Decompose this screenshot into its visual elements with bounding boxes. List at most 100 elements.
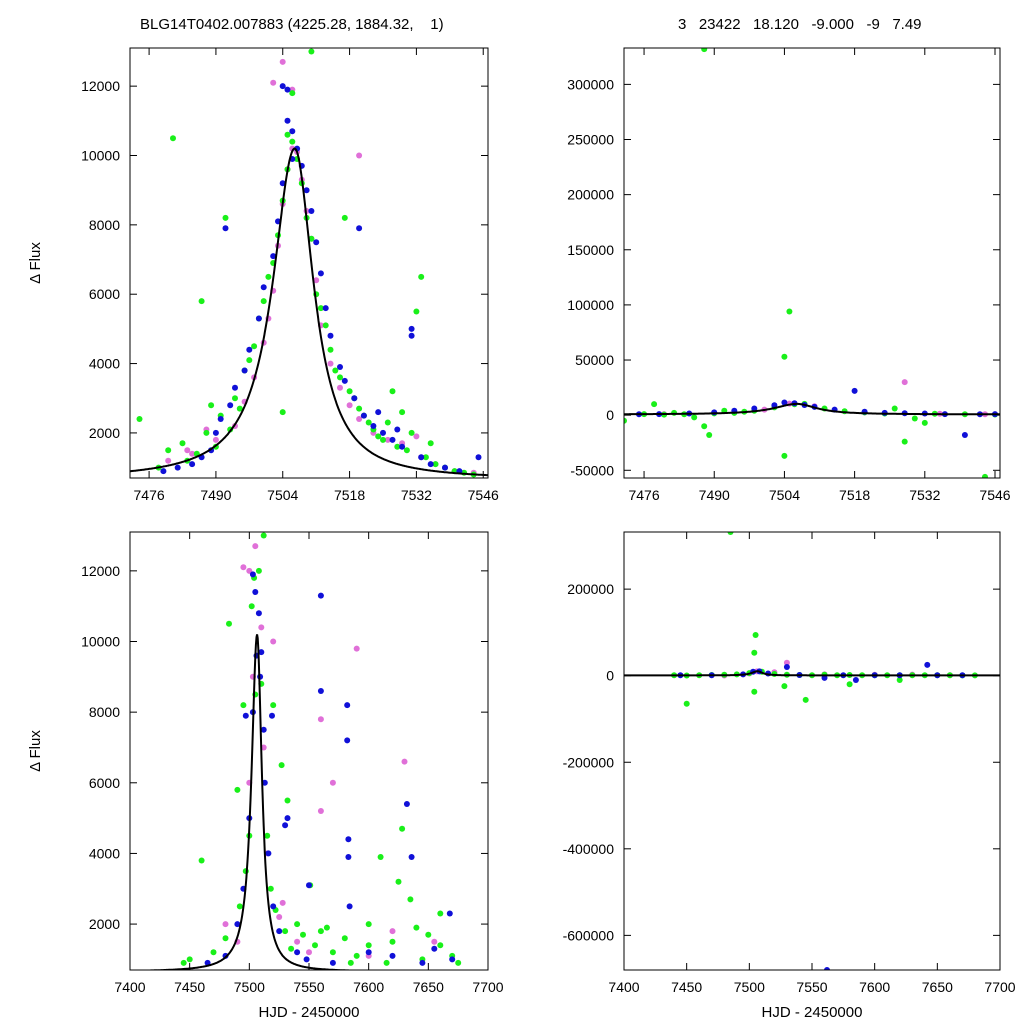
data-point-blue	[261, 779, 268, 786]
data-point-blue	[824, 967, 830, 970]
data-point-green	[251, 343, 258, 350]
y-tick-label: 0	[606, 668, 614, 684]
data-point-blue	[345, 836, 352, 843]
data-point-green	[389, 938, 396, 945]
data-point-green	[198, 857, 205, 864]
data-point-blue	[427, 461, 434, 468]
data-point-green	[437, 942, 444, 949]
data-points	[624, 532, 1000, 970]
data-point-blue	[380, 429, 386, 436]
data-point-green	[727, 532, 734, 535]
x-tick-label: 7700	[984, 979, 1015, 995]
data-point-green	[322, 322, 329, 329]
x-tick-label: 7450	[174, 979, 205, 995]
panel-top-right: 7476 7490 7504 7518 7532 7546 -50000 0 50000 1000…	[567, 47, 1011, 503]
data-point-green	[289, 90, 296, 97]
data-point-green	[911, 415, 918, 422]
data-point-blue	[227, 402, 234, 409]
data-point-magenta	[313, 277, 320, 284]
data-point-green	[341, 935, 348, 942]
data-point-green	[341, 214, 348, 221]
x-tick-label: 7550	[293, 979, 324, 995]
y-tick-label: 300000	[567, 76, 614, 92]
data-point-blue	[337, 364, 343, 370]
data-point-blue	[232, 384, 238, 391]
data-point-green	[921, 419, 928, 426]
data-point-blue	[394, 426, 401, 433]
plot-frame	[129, 47, 489, 479]
data-point-blue	[284, 815, 291, 822]
data-point-magenta	[165, 457, 172, 464]
data-point-blue	[322, 305, 329, 312]
data-point-green	[455, 959, 462, 966]
y-tick-label: 12000	[81, 563, 120, 579]
data-point-green	[180, 959, 187, 966]
y-tick-label: 0	[606, 407, 614, 423]
data-point-green	[255, 567, 262, 574]
x-tick-label: 7450	[671, 979, 702, 995]
data-point-green	[198, 298, 205, 305]
data-point-magenta	[317, 716, 324, 723]
data-point-blue	[308, 208, 315, 214]
x-tick-label: 7504	[267, 487, 298, 503]
data-point-blue	[341, 377, 348, 384]
data-point-green	[408, 429, 415, 436]
data-point-blue	[276, 928, 283, 935]
data-point-green	[234, 786, 241, 793]
y-tick-label: 4000	[89, 845, 120, 861]
data-point-green	[413, 308, 420, 315]
data-point-green	[701, 48, 708, 53]
data-point-green	[752, 632, 759, 638]
y-tick-label: 2000	[89, 425, 120, 441]
data-point-green	[282, 928, 289, 935]
data-point-green	[264, 832, 271, 839]
data-point-green	[418, 273, 425, 280]
data-point-blue	[189, 461, 196, 468]
data-point-magenta	[279, 58, 286, 65]
header-right-text: 3 23422 18.120 -9.000 -9 7.49	[678, 16, 922, 33]
data-point-green	[751, 649, 758, 656]
data-point-green	[383, 959, 390, 966]
data-point-blue	[282, 822, 289, 829]
data-point-blue	[303, 956, 310, 963]
data-point-green	[395, 878, 402, 885]
x-tick-label: 7400	[114, 979, 145, 995]
data-point-blue	[475, 454, 482, 461]
data-point-green	[294, 921, 301, 928]
y-tick-label: -50000	[570, 462, 614, 478]
data-point-green	[399, 825, 406, 832]
y-tick-label: 150000	[567, 242, 614, 258]
y-tick-label: -400000	[563, 841, 615, 857]
data-point-green	[170, 135, 176, 142]
data-point-blue	[351, 395, 358, 402]
data-point-green	[394, 443, 401, 450]
x-tick-label: 7476	[628, 487, 659, 503]
data-point-blue	[241, 367, 248, 374]
data-point-blue	[270, 903, 277, 910]
data-point-magenta	[384, 436, 391, 443]
y-tick-label: 200000	[567, 581, 614, 597]
data-point-magenta	[353, 645, 360, 652]
data-point-magenta	[356, 416, 363, 422]
data-point-blue	[252, 589, 259, 595]
data-point-blue	[345, 854, 352, 860]
data-point-blue	[258, 649, 265, 656]
model-curve	[624, 402, 1000, 416]
data-point-magenta	[240, 564, 247, 571]
model-curve	[130, 147, 488, 477]
data-point-green	[323, 924, 330, 931]
data-point-green	[165, 447, 172, 454]
data-point-blue	[269, 712, 275, 719]
data-point-green	[240, 702, 247, 709]
x-tick-label: 7550	[796, 979, 827, 995]
data-point-green	[802, 696, 809, 703]
data-point-blue	[346, 903, 353, 910]
data-point-magenta	[783, 659, 790, 666]
data-point-green	[751, 688, 758, 695]
data-point-green	[353, 952, 360, 959]
data-point-green	[284, 797, 291, 804]
data-point-green	[437, 910, 444, 917]
y-tick-label: 100000	[567, 297, 614, 313]
data-point-blue	[255, 315, 262, 322]
data-point-green	[232, 395, 238, 402]
